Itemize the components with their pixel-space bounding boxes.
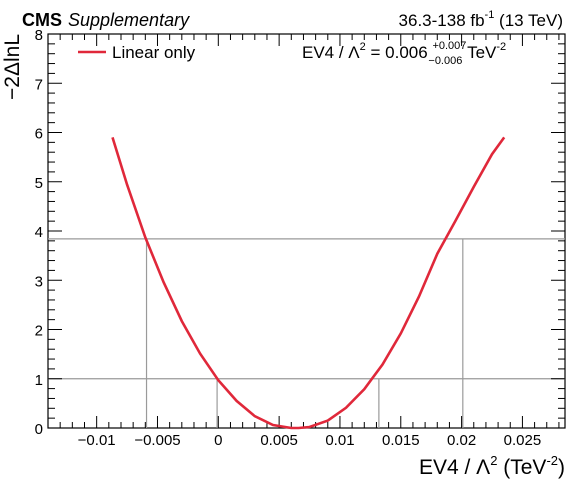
y-tick-label: 6 bbox=[35, 126, 43, 143]
y-tick-label: 2 bbox=[35, 323, 43, 340]
supplementary-label: Supplementary bbox=[68, 10, 190, 30]
x-axis-title: EV4 / Λ2 (TeV-2) bbox=[419, 453, 565, 479]
y-tick-label: 8 bbox=[35, 27, 43, 44]
x-tick-label: 0.015 bbox=[382, 432, 420, 449]
luminosity-label: 36.3-138 fb-1 (13 TeV) bbox=[399, 9, 563, 30]
fit-result-label: EV4 / Λ2 = 0.006 +0.007 −0.006 TeV-2 bbox=[302, 40, 506, 67]
x-tick-label: 0.025 bbox=[504, 432, 542, 449]
cms-label: CMS bbox=[22, 10, 62, 30]
axis-ticks bbox=[48, 33, 565, 429]
fit-result-down: −0.006 bbox=[428, 55, 462, 67]
y-tick-label: 5 bbox=[35, 175, 43, 192]
y-tick-label: 4 bbox=[35, 224, 43, 241]
legend: Linear only bbox=[78, 43, 196, 62]
x-tick-label: 0 bbox=[214, 432, 222, 449]
x-tick-label: −0.01 bbox=[78, 432, 116, 449]
x-tick-label: 0.01 bbox=[325, 432, 354, 449]
legend-label: Linear only bbox=[112, 43, 196, 62]
fit-result-up: +0.007 bbox=[432, 40, 466, 52]
y-axis-title: −2ΔlnL bbox=[1, 34, 24, 100]
x-tick-label: 0.005 bbox=[260, 432, 298, 449]
y-tick-label: 7 bbox=[35, 76, 43, 93]
y-tick-label: 3 bbox=[35, 273, 43, 290]
x-tick-label: 0.02 bbox=[447, 432, 476, 449]
y-tick-label: 1 bbox=[35, 372, 43, 389]
y-tick-label: 0 bbox=[35, 421, 43, 438]
x-tick-label: −0.005 bbox=[134, 432, 180, 449]
x-tick-labels: −0.01 −0.005 0 0.005 0.01 0.015 0.02 0.025 bbox=[78, 432, 542, 449]
y-tick-labels: 0 1 2 3 4 5 6 7 8 bbox=[35, 27, 43, 438]
likelihood-curve bbox=[111, 136, 506, 430]
plot-frame bbox=[47, 33, 566, 429]
reference-lines bbox=[48, 238, 565, 428]
